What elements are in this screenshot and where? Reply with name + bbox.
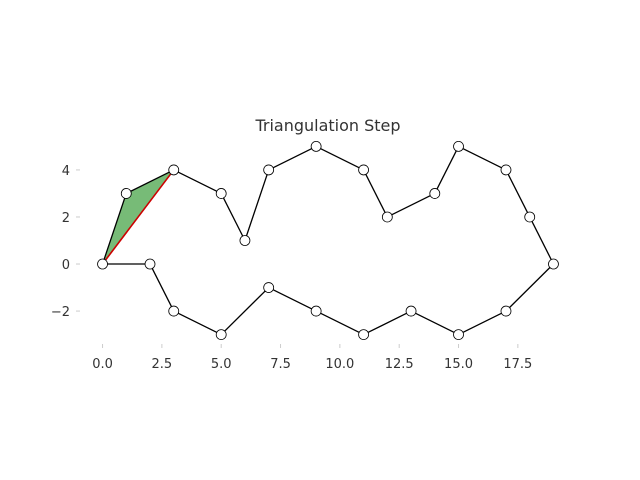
polygon-vertex-point	[310, 305, 322, 317]
polygon-edge	[410, 310, 459, 336]
x-tick-label: 5.0	[211, 357, 232, 372]
y-tick-label: 4	[62, 164, 70, 179]
polygon-vertex-point	[381, 211, 393, 223]
polygon-vertex-point	[358, 329, 369, 340]
x-tick-label: 17.5	[503, 357, 532, 372]
polygon-edge	[529, 216, 555, 265]
polygon-vertex-point	[215, 188, 227, 199]
polygon-vertex-point	[500, 305, 512, 317]
y-tick-label: 0	[62, 258, 70, 273]
polygon-vertex-point	[263, 164, 275, 176]
polygon-edge	[268, 286, 317, 312]
polygon-vertex-point	[215, 329, 227, 340]
polygon-edge	[363, 310, 412, 336]
x-tick-label: 2.5	[152, 357, 173, 372]
plot-area	[97, 141, 559, 340]
polygon-edge	[125, 169, 175, 195]
axis-ticks: 0.0 2.5 5.0 7.5 10.0 12.5 15.0 17.5 −2 0 2 4	[51, 164, 533, 372]
polygon-vertex-point	[500, 164, 512, 176]
polygon-edge	[505, 263, 554, 312]
x-tick-label: 15.0	[444, 357, 473, 372]
polygon-edge	[315, 310, 364, 336]
polygon-vertex-point	[239, 235, 251, 246]
polygon-edge	[173, 169, 222, 195]
polygon-vertex-point	[168, 164, 180, 176]
x-tick-label: 7.5	[270, 357, 291, 372]
x-tick-label: 0.0	[92, 357, 113, 372]
x-tick-label: 10.0	[325, 357, 354, 372]
polygon-edge	[458, 145, 507, 171]
polygon-vertex-point	[453, 329, 464, 340]
polygon-vertex-point	[548, 258, 559, 270]
x-tick-label: 12.5	[385, 357, 414, 372]
polygon-edge	[173, 310, 222, 336]
polygon-edge	[387, 192, 436, 218]
polygon-edge	[434, 146, 460, 194]
polygon-vertex-point	[144, 258, 156, 270]
polygon-vertex-point	[358, 164, 369, 176]
y-tick-label: −2	[51, 305, 70, 320]
polygon-vertex-point	[120, 188, 132, 199]
polygon-vertex-point	[453, 141, 464, 152]
polygon-vertex-point	[97, 258, 108, 270]
polygon-edge	[315, 145, 364, 171]
polygon-edge	[505, 169, 531, 218]
polygon-edge	[244, 169, 270, 241]
polygon-edge	[101, 193, 127, 265]
chart-title: Triangulation Step	[254, 116, 400, 135]
polygon-edge	[149, 263, 175, 312]
polygon-vertex-point	[310, 141, 322, 152]
polygon-vertex-point	[168, 305, 180, 317]
polygon-vertex-point	[524, 211, 536, 223]
polygon-vertex-point	[429, 188, 441, 199]
polygon-edge	[363, 169, 388, 218]
y-tick-label: 2	[62, 211, 70, 226]
triangulation-diagonal	[101, 169, 175, 265]
polygon-edge	[220, 193, 246, 241]
polygon-edge	[268, 145, 317, 171]
polygon-vertex-point	[405, 305, 417, 317]
polygon-edge	[220, 287, 270, 336]
polygon-edge	[458, 310, 507, 336]
polygon-vertex-point	[263, 282, 275, 293]
